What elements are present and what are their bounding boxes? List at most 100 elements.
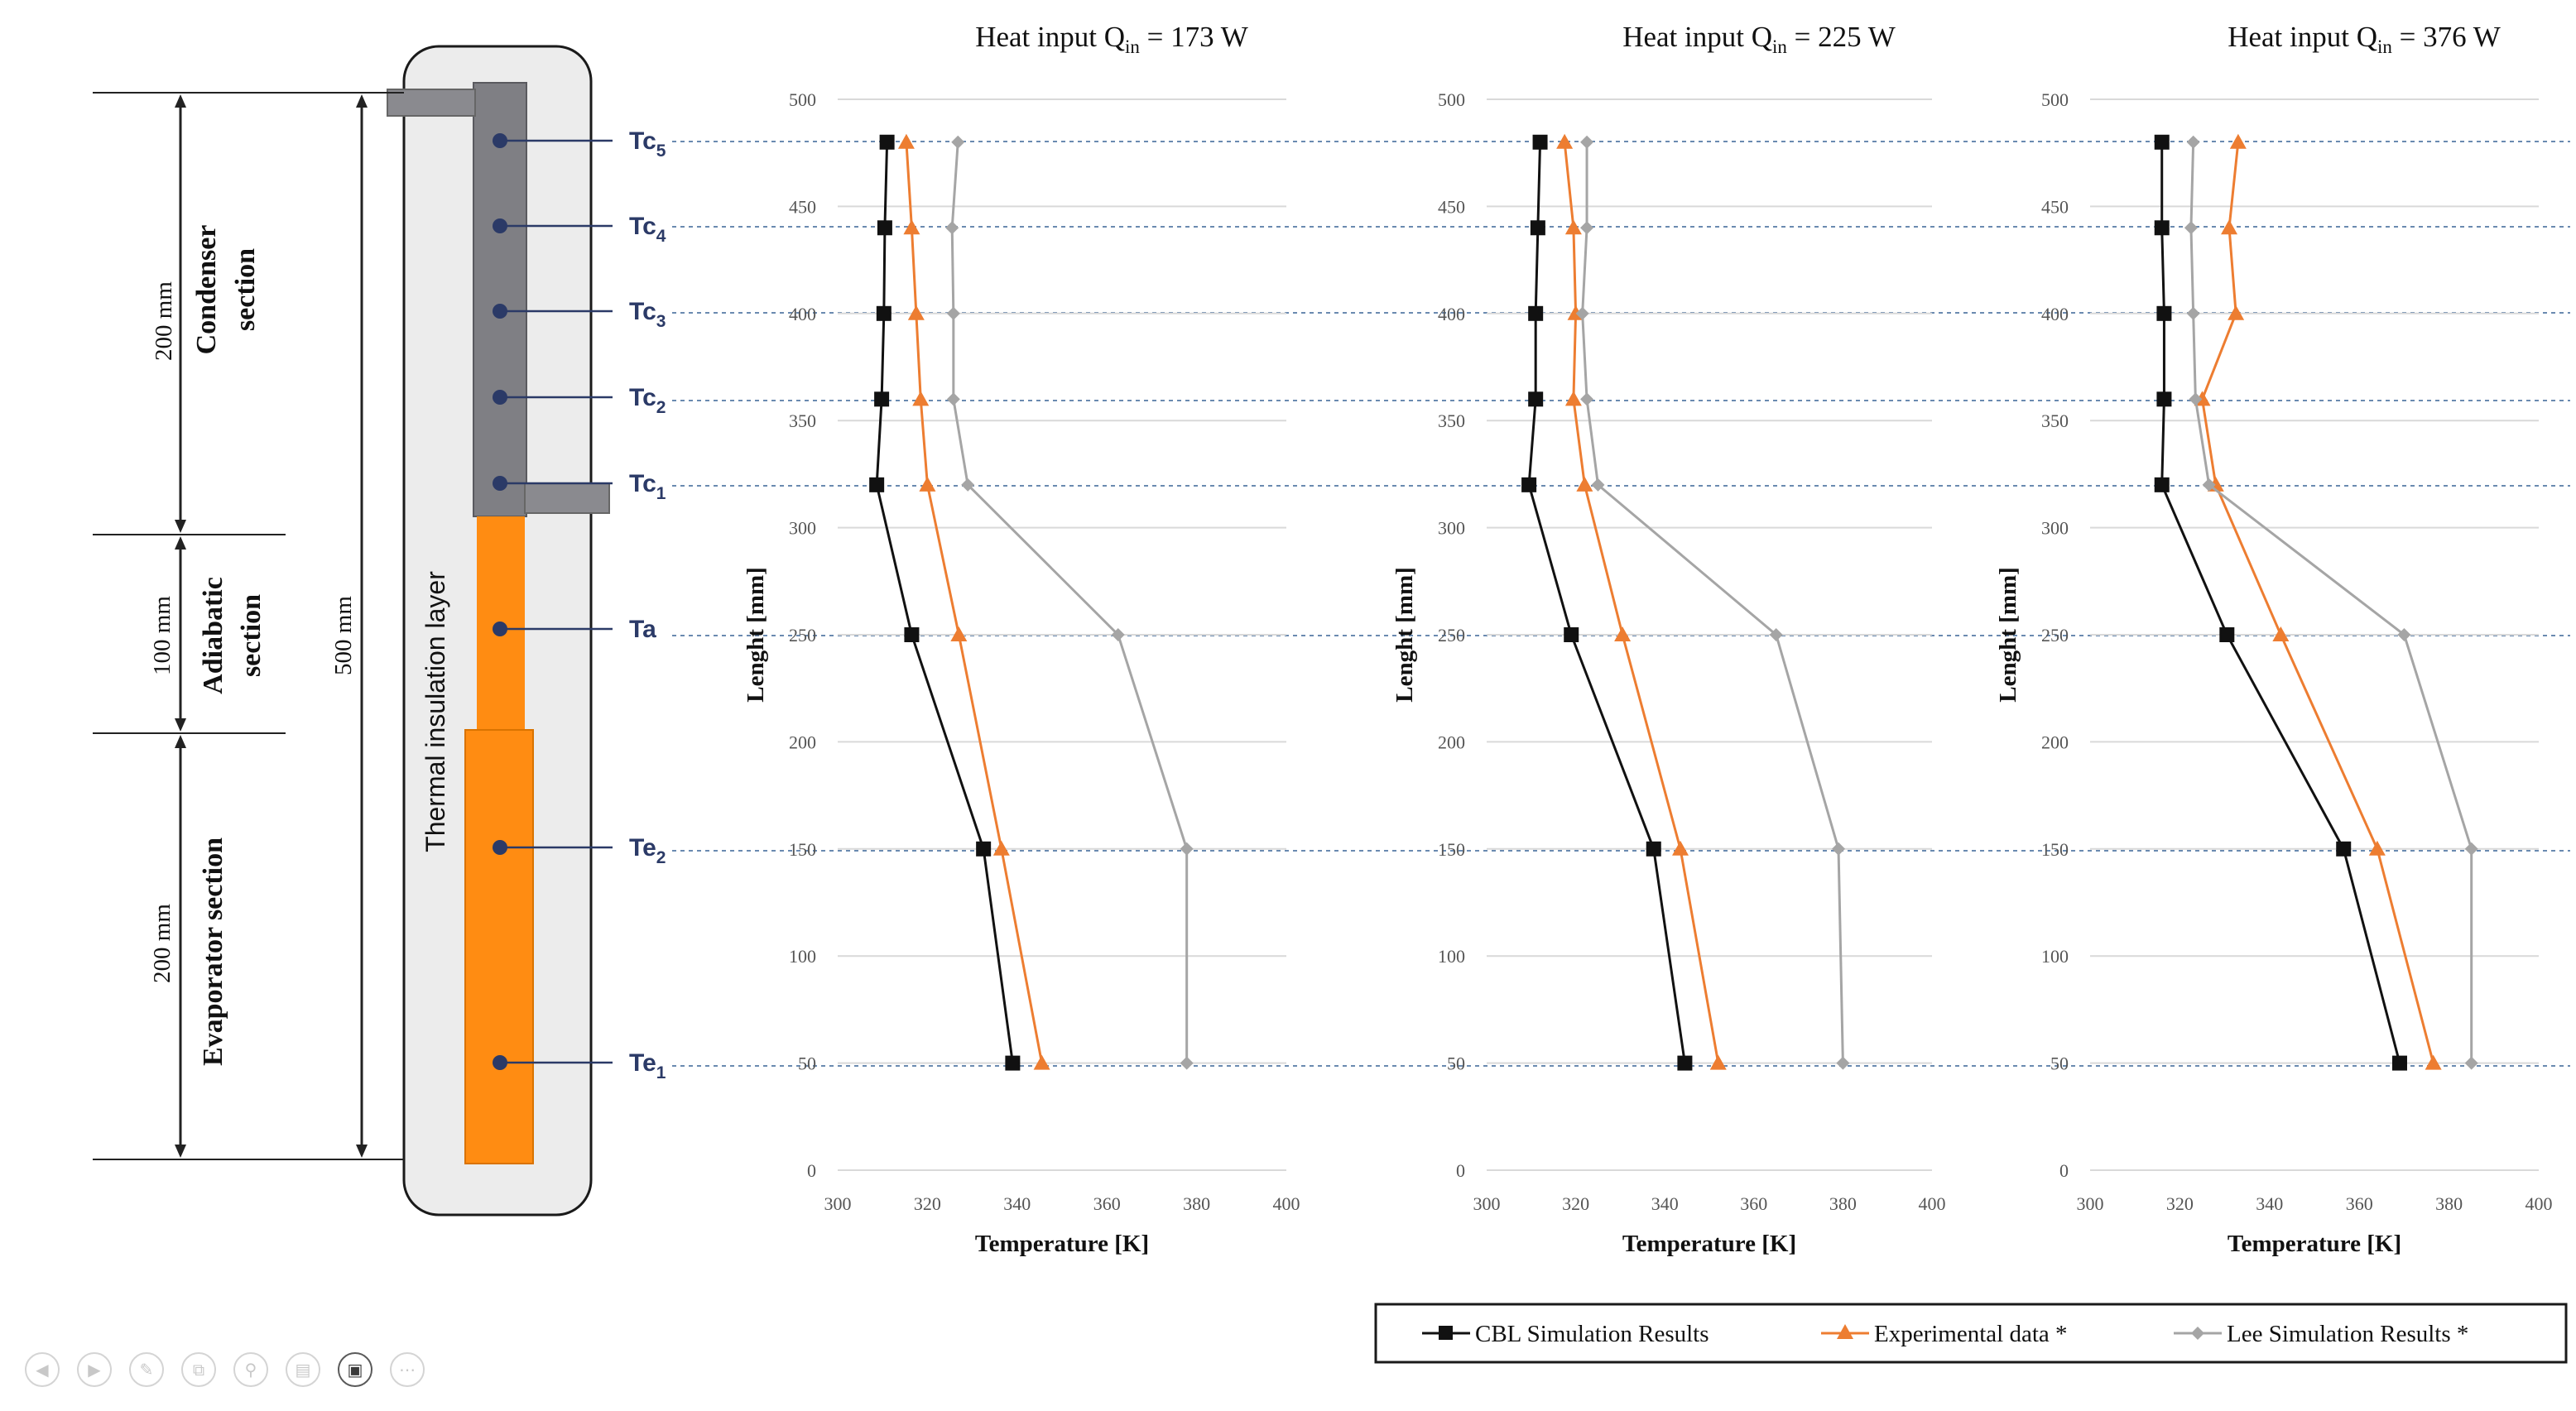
data-point-experimental bbox=[919, 476, 936, 492]
data-point-experimental bbox=[1672, 840, 1689, 856]
data-point-cbl bbox=[976, 841, 992, 857]
chart-panel-3: 0 50 100 150 200 250 300 350 400 450 500 300 320 340 3… bbox=[1995, 21, 2553, 1257]
sensor-tc1: Tc1 bbox=[493, 470, 666, 503]
sensor-label: Tc4 bbox=[629, 213, 666, 246]
pen-icon[interactable]: ✎ bbox=[129, 1352, 164, 1387]
y-tick-label: 100 bbox=[1438, 946, 1465, 967]
adiabatic-name-line2: section bbox=[236, 594, 267, 677]
sensor-dot bbox=[493, 1055, 507, 1070]
video-icon[interactable]: ▣ bbox=[338, 1352, 372, 1387]
sensor-tc3: Tc3 bbox=[493, 298, 666, 331]
y-tick-label: 50 bbox=[1447, 1053, 1465, 1074]
data-point-lee bbox=[946, 392, 960, 406]
series-cbl bbox=[2154, 134, 2407, 1071]
x-tick-label: 320 bbox=[2166, 1193, 2194, 1214]
y-tick-label: 250 bbox=[789, 625, 816, 646]
y-tick-label: 300 bbox=[789, 518, 816, 539]
data-point-lee bbox=[2186, 135, 2200, 149]
data-point-experimental bbox=[907, 305, 925, 320]
sensor-label: Tc2 bbox=[629, 384, 666, 417]
chart-title: Heat input Qin = 376 W bbox=[2228, 21, 2501, 57]
data-point-lee bbox=[1111, 628, 1125, 641]
y-tick-label: 150 bbox=[789, 839, 816, 860]
data-point-lee bbox=[2186, 306, 2200, 320]
next-icon[interactable]: ▶ bbox=[77, 1352, 112, 1387]
series-line-cbl bbox=[1527, 142, 1686, 1063]
sensor-label: Ta bbox=[629, 616, 656, 643]
sensor-tc5: Tc5 bbox=[493, 127, 666, 161]
y-tick-label: 100 bbox=[789, 946, 816, 967]
data-point-cbl bbox=[2154, 134, 2170, 150]
data-point-experimental bbox=[950, 626, 968, 641]
series-line-experimental bbox=[2200, 142, 2435, 1063]
sensor-dot bbox=[493, 840, 507, 855]
data-point-cbl bbox=[1564, 627, 1579, 642]
condenser-length: 200 mm bbox=[151, 281, 177, 361]
x-tick-label: 320 bbox=[1562, 1193, 1589, 1214]
data-point-lee bbox=[1769, 628, 1783, 641]
x-axis-label: Temperature [K] bbox=[975, 1231, 1149, 1257]
data-point-experimental bbox=[1564, 391, 1582, 406]
data-point-lee bbox=[1580, 221, 1594, 235]
sensor-dot bbox=[493, 133, 507, 148]
sensor-label: Tc3 bbox=[629, 298, 666, 331]
y-tick-label: 50 bbox=[2050, 1053, 2069, 1074]
data-point-experimental bbox=[912, 391, 930, 406]
data-point-experimental bbox=[1033, 1054, 1050, 1070]
data-point-experimental bbox=[2229, 133, 2247, 149]
x-tick-label: 400 bbox=[1273, 1193, 1300, 1214]
data-point-lee bbox=[2202, 478, 2216, 492]
series-line-experimental bbox=[1563, 142, 1720, 1063]
y-tick-label: 250 bbox=[2041, 625, 2069, 646]
more-icon[interactable]: ⋯ bbox=[390, 1352, 425, 1387]
x-tick-label: 400 bbox=[1919, 1193, 1946, 1214]
data-point-cbl bbox=[1677, 1055, 1693, 1071]
sensor-tc2: Tc2 bbox=[493, 384, 666, 417]
data-point-experimental bbox=[2272, 626, 2290, 641]
data-point-lee bbox=[2464, 842, 2478, 856]
sensor-ta: Ta bbox=[493, 616, 656, 643]
sensor-dot bbox=[493, 304, 507, 319]
data-point-cbl bbox=[1530, 220, 1545, 236]
condenser-name-line2: section bbox=[230, 248, 261, 331]
series-lee bbox=[945, 135, 1194, 1070]
data-point-lee bbox=[945, 221, 959, 235]
y-tick-label: 500 bbox=[789, 89, 816, 110]
y-tick-label: 300 bbox=[1438, 518, 1465, 539]
data-point-cbl bbox=[2156, 391, 2172, 407]
y-tick-label: 0 bbox=[1456, 1160, 1465, 1181]
evaporator-name: Evaporator section bbox=[198, 837, 228, 1066]
data-point-cbl bbox=[1646, 841, 1661, 857]
sensor-te1: Te1 bbox=[493, 1049, 666, 1082]
data-point-experimental bbox=[1709, 1054, 1727, 1070]
condenser-inlet-pipe bbox=[387, 89, 476, 117]
data-point-cbl bbox=[2154, 220, 2170, 236]
y-axis-label: Lenght [mm] bbox=[1391, 567, 1418, 703]
data-point-lee bbox=[1575, 306, 1589, 320]
data-point-cbl bbox=[2391, 1055, 2407, 1071]
x-tick-label: 340 bbox=[1651, 1193, 1679, 1214]
series-lee bbox=[2184, 135, 2478, 1070]
y-axis-label: Lenght [mm] bbox=[1995, 567, 2021, 703]
y-axis-label: Lenght [mm] bbox=[743, 567, 769, 703]
data-point-cbl bbox=[869, 477, 885, 492]
legend-item-experimental: Experimental data * bbox=[1874, 1321, 2068, 1347]
data-point-lee bbox=[1180, 1056, 1194, 1070]
copy-icon[interactable]: ⧉ bbox=[181, 1352, 216, 1387]
series-experimental bbox=[897, 133, 1050, 1070]
data-point-lee bbox=[1836, 1056, 1850, 1070]
data-point-lee bbox=[2189, 392, 2203, 406]
y-tick-label: 200 bbox=[789, 732, 816, 752]
y-tick-label: 500 bbox=[1438, 89, 1465, 110]
data-point-cbl bbox=[2336, 841, 2352, 857]
subtitle-icon[interactable]: ▤ bbox=[286, 1352, 320, 1387]
series-cbl bbox=[1521, 134, 1693, 1071]
zoom-icon[interactable]: ⚲ bbox=[233, 1352, 268, 1387]
prev-icon[interactable]: ◀ bbox=[25, 1352, 60, 1387]
adiabatic-name-line1: Adiabatic bbox=[198, 577, 228, 694]
y-tick-label: 350 bbox=[1438, 410, 1465, 431]
y-tick-label: 400 bbox=[789, 304, 816, 324]
data-point-lee bbox=[1180, 842, 1194, 856]
data-point-cbl bbox=[1528, 391, 1544, 407]
